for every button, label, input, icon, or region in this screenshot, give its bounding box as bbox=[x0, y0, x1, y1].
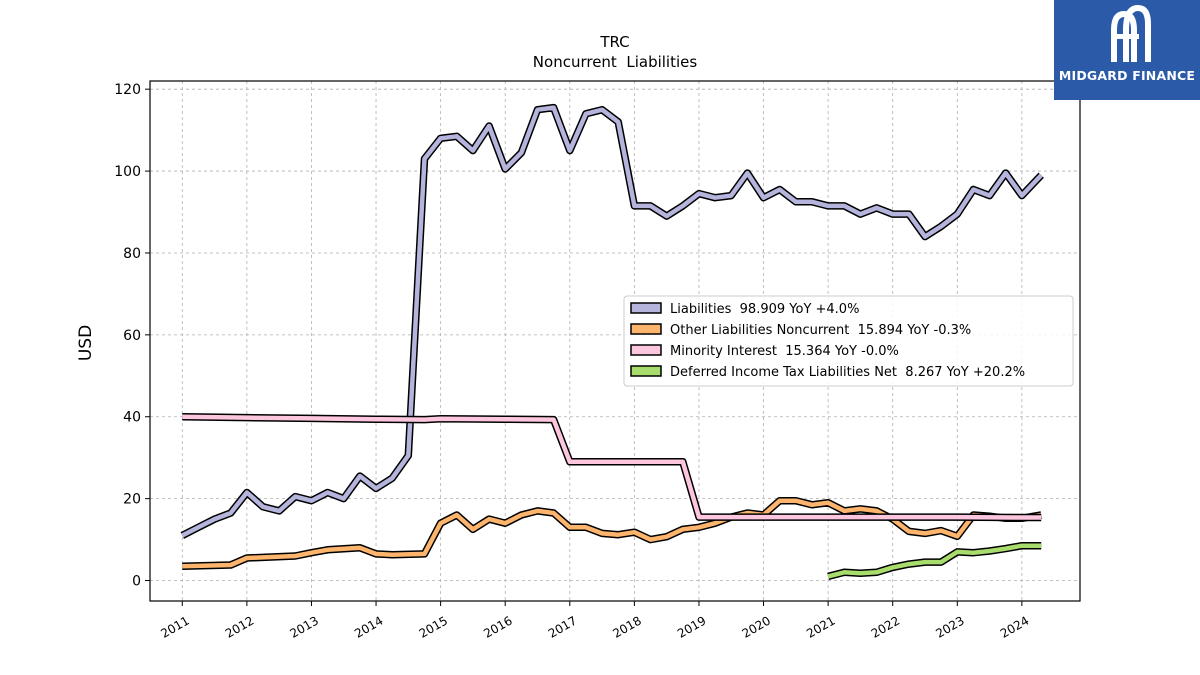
y-axis: 0 20 40 60 80 100 120 bbox=[114, 82, 150, 590]
legend-box bbox=[623, 295, 1074, 387]
y-tick-label: 100 bbox=[114, 164, 141, 180]
legend-swatch bbox=[630, 365, 662, 377]
brand-name: MIDGARD FINANCE bbox=[1058, 68, 1196, 83]
x-tick-label: 2013 bbox=[288, 613, 321, 640]
y-tick-label: 20 bbox=[123, 492, 141, 508]
series-line-fill bbox=[182, 498, 1042, 569]
chart-subtitle: Noncurrent Liabilities bbox=[533, 53, 698, 71]
y-tick-label: 80 bbox=[123, 246, 141, 262]
x-tick-label: 2021 bbox=[804, 613, 837, 640]
brand-logo: MIDGARD FINANCE bbox=[1054, 0, 1200, 100]
series-line-fill bbox=[181, 105, 1043, 538]
x-tick-label: 2011 bbox=[158, 613, 191, 640]
x-tick-label: 2023 bbox=[933, 613, 966, 640]
series-line-fill bbox=[182, 414, 1042, 520]
y-tick-label: 120 bbox=[114, 82, 141, 98]
legend-entry: Other Liabilities Noncurrent 15.894 YoY … bbox=[670, 323, 971, 338]
x-tick-label: 2012 bbox=[223, 613, 256, 640]
legend-entry: Deferred Income Tax Liabilities Net 8.26… bbox=[670, 365, 1025, 380]
x-tick-label: 2024 bbox=[998, 613, 1031, 640]
series-layer bbox=[180, 103, 1044, 581]
x-tick-label: 2017 bbox=[546, 613, 579, 640]
series-line bbox=[182, 412, 1042, 522]
chart-title: TRC bbox=[599, 33, 629, 51]
x-tick-label: 2022 bbox=[869, 613, 902, 640]
x-axis: 2011 2012 2013 2014 2015 2016 2017 2018 2019 2020… bbox=[158, 601, 1031, 641]
plot-frame bbox=[149, 80, 1081, 602]
legend: Liabilities 98.909 YoY +4.0% Other Liabil… bbox=[623, 295, 1074, 387]
series-line-fill bbox=[827, 543, 1042, 579]
legend-swatch bbox=[630, 323, 662, 335]
x-tick-label: 2019 bbox=[675, 613, 708, 640]
series-line bbox=[827, 541, 1042, 581]
y-tick-label: 60 bbox=[123, 328, 141, 344]
legend-entry: Minority Interest 15.364 YoY -0.0% bbox=[670, 344, 899, 359]
legend-swatch bbox=[630, 302, 662, 314]
y-tick-label: 40 bbox=[123, 410, 141, 426]
midgard-logo-icon bbox=[1111, 4, 1151, 62]
series-line bbox=[182, 496, 1042, 570]
x-tick-label: 2020 bbox=[740, 613, 773, 640]
x-tick-label: 2015 bbox=[417, 613, 450, 640]
legend-entry: Liabilities 98.909 YoY +4.0% bbox=[670, 302, 859, 317]
x-tick-label: 2016 bbox=[481, 613, 514, 640]
y-tick-label: 0 bbox=[132, 574, 141, 590]
legend-swatch bbox=[630, 344, 662, 356]
x-tick-label: 2018 bbox=[610, 613, 643, 640]
series-line bbox=[180, 103, 1044, 539]
y-axis-label: USD bbox=[76, 325, 96, 361]
x-tick-label: 2014 bbox=[352, 613, 385, 640]
